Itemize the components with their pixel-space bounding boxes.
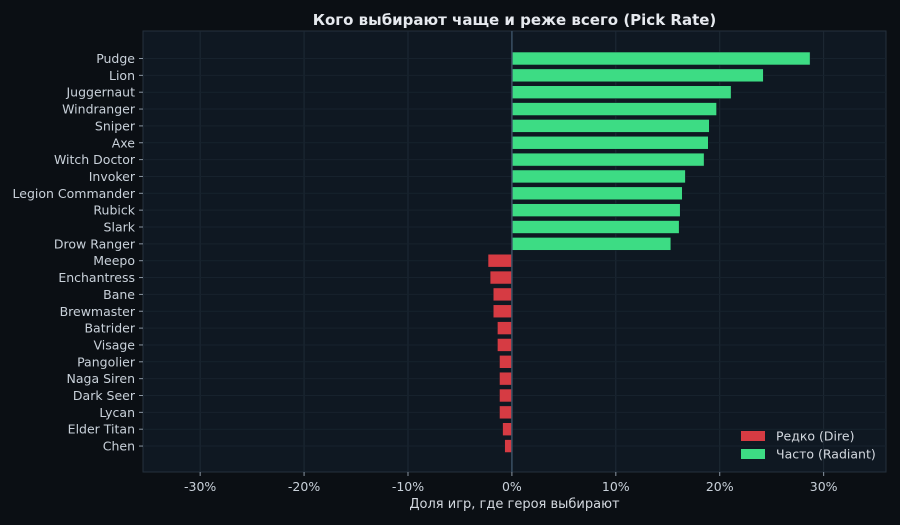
bar-pangolier bbox=[499, 354, 513, 369]
x-tick-label: -10% bbox=[392, 479, 424, 494]
legend-label: Редко (Dire) bbox=[776, 429, 854, 444]
y-tick-label: Meepo bbox=[93, 253, 135, 268]
x-tick-labels: -30% -20% -10% 0% 10% 20% 30% bbox=[184, 472, 838, 494]
bar-windranger bbox=[511, 102, 717, 116]
chart-title: Кого выбирают чаще и реже всего (Pick Ra… bbox=[313, 11, 717, 29]
bar-juggernaut bbox=[511, 85, 732, 99]
x-tick-label: 0% bbox=[502, 479, 522, 494]
bar-legion-commander bbox=[511, 186, 683, 201]
x-axis-label: Доля игр, где героя выбирают bbox=[409, 497, 620, 512]
y-tick-label: Pudge bbox=[96, 51, 135, 66]
y-tick-label: Juggernaut bbox=[66, 85, 136, 100]
y-tick-label: Pangolier bbox=[77, 354, 136, 369]
y-tick-label: Chen bbox=[103, 439, 135, 454]
x-tick-label: 10% bbox=[602, 479, 630, 494]
y-tick-label: Axe bbox=[112, 135, 136, 150]
y-tick-label: Witch Doctor bbox=[54, 152, 136, 167]
y-tick-label: Elder Titan bbox=[68, 422, 135, 437]
y-tick-label: Naga Siren bbox=[67, 371, 135, 386]
y-tick-label: Slark bbox=[104, 220, 136, 235]
bar-invoker bbox=[511, 169, 686, 184]
x-tick-label: 20% bbox=[706, 479, 734, 494]
bar-rubick bbox=[511, 203, 681, 217]
y-tick-label: Drow Ranger bbox=[54, 236, 136, 251]
bar-sniper bbox=[511, 119, 710, 133]
bar-batrider bbox=[497, 321, 513, 335]
bar-axe bbox=[511, 135, 709, 150]
legend-swatch bbox=[741, 449, 765, 459]
bar-meepo bbox=[487, 253, 513, 268]
y-tick-label: Invoker bbox=[89, 169, 136, 184]
y-tick-label: Brewmaster bbox=[60, 304, 136, 319]
y-tick-label: Windranger bbox=[62, 102, 136, 117]
bar-brewmaster bbox=[492, 304, 513, 319]
legend-swatch bbox=[741, 431, 765, 441]
y-tick-label: Bane bbox=[103, 287, 135, 302]
bar-enchantress bbox=[489, 270, 513, 285]
y-tick-label: Batrider bbox=[84, 321, 135, 336]
y-tick-label: Enchantress bbox=[58, 270, 135, 285]
bar-lycan bbox=[499, 405, 513, 420]
x-tick-label: 30% bbox=[810, 479, 838, 494]
y-tick-label: Visage bbox=[93, 337, 135, 352]
y-tick-label: Rubick bbox=[93, 203, 135, 218]
bar-slark bbox=[511, 220, 680, 234]
x-tick-label: -20% bbox=[288, 479, 320, 494]
bar-lion bbox=[511, 68, 764, 83]
bar-dark-seer bbox=[499, 388, 513, 403]
bar-chen bbox=[504, 439, 513, 453]
y-tick-label: Legion Commander bbox=[13, 186, 136, 201]
bar-witch-doctor bbox=[511, 152, 705, 167]
bar-bane bbox=[492, 287, 513, 302]
bars bbox=[487, 51, 811, 453]
bar-visage bbox=[497, 338, 513, 352]
y-tick-label: Lion bbox=[109, 68, 135, 83]
legend: Редко (Dire) Часто (Radiant) bbox=[741, 429, 876, 462]
bar-pudge bbox=[511, 51, 811, 66]
bar-elder-titan bbox=[502, 422, 513, 437]
legend-label: Часто (Radiant) bbox=[776, 447, 876, 462]
bar-naga-siren bbox=[499, 371, 513, 386]
y-tick-label: Lycan bbox=[99, 405, 135, 420]
y-tick-label: Sniper bbox=[95, 118, 136, 133]
x-tick-label: -30% bbox=[184, 479, 216, 494]
bar-drow-ranger bbox=[511, 237, 672, 251]
y-tick-label: Dark Seer bbox=[73, 388, 136, 403]
